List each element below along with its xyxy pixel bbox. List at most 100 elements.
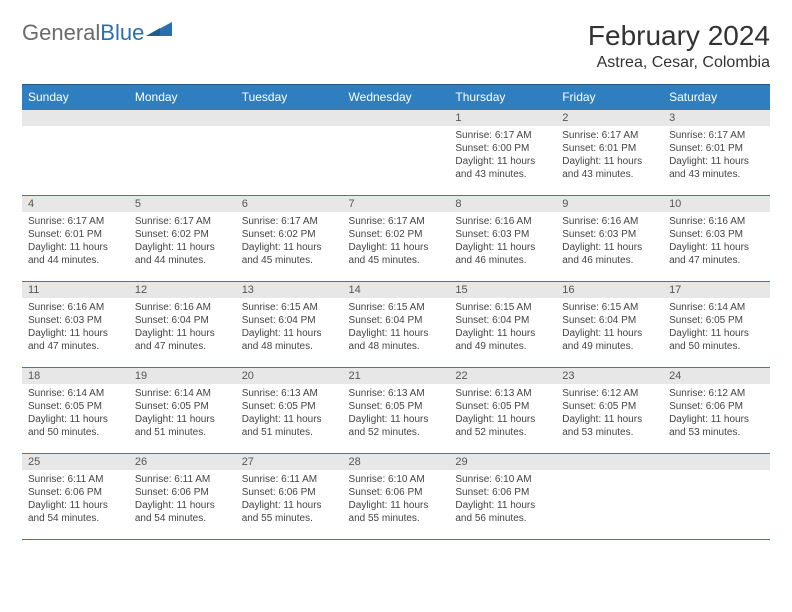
empty-day-bar [22,110,129,126]
day-number: 13 [236,282,343,298]
day-number: 29 [449,454,556,470]
sunrise-text: Sunrise: 6:11 AM [28,473,123,486]
page-subtitle: Astrea, Cesar, Colombia [588,54,770,72]
sunset-text: Sunset: 6:05 PM [562,400,657,413]
day-details: Sunrise: 6:16 AMSunset: 6:03 PMDaylight:… [556,212,663,271]
sunrise-text: Sunrise: 6:17 AM [669,129,764,142]
day-details: Sunrise: 6:16 AMSunset: 6:04 PMDaylight:… [129,298,236,357]
calendar-day-cell [343,110,450,196]
sunrise-text: Sunrise: 6:15 AM [562,301,657,314]
sunset-text: Sunset: 6:06 PM [455,486,550,499]
sunrise-text: Sunrise: 6:10 AM [349,473,444,486]
calendar-table: Sunday Monday Tuesday Wednesday Thursday… [22,84,770,540]
calendar-day-cell: 25Sunrise: 6:11 AMSunset: 6:06 PMDayligh… [22,454,129,540]
daylight-text: Daylight: 11 hours and 53 minutes. [562,413,657,439]
day-details: Sunrise: 6:17 AMSunset: 6:01 PMDaylight:… [663,126,770,185]
daylight-text: Daylight: 11 hours and 44 minutes. [135,241,230,267]
daylight-text: Daylight: 11 hours and 51 minutes. [135,413,230,439]
day-number: 4 [22,196,129,212]
sunset-text: Sunset: 6:01 PM [28,228,123,241]
daylight-text: Daylight: 11 hours and 48 minutes. [349,327,444,353]
daylight-text: Daylight: 11 hours and 47 minutes. [135,327,230,353]
sunrise-text: Sunrise: 6:10 AM [455,473,550,486]
day-details: Sunrise: 6:17 AMSunset: 6:02 PMDaylight:… [343,212,450,271]
day-header: Thursday [449,85,556,110]
sunset-text: Sunset: 6:03 PM [669,228,764,241]
day-number: 18 [22,368,129,384]
calendar-day-cell: 26Sunrise: 6:11 AMSunset: 6:06 PMDayligh… [129,454,236,540]
day-details: Sunrise: 6:17 AMSunset: 6:02 PMDaylight:… [236,212,343,271]
sunrise-text: Sunrise: 6:17 AM [242,215,337,228]
sunset-text: Sunset: 6:02 PM [349,228,444,241]
day-number: 6 [236,196,343,212]
day-number: 25 [22,454,129,470]
day-details: Sunrise: 6:17 AMSunset: 6:01 PMDaylight:… [556,126,663,185]
day-details: Sunrise: 6:10 AMSunset: 6:06 PMDaylight:… [449,470,556,529]
sunrise-text: Sunrise: 6:15 AM [455,301,550,314]
day-details: Sunrise: 6:11 AMSunset: 6:06 PMDaylight:… [129,470,236,529]
day-details: Sunrise: 6:14 AMSunset: 6:05 PMDaylight:… [129,384,236,443]
daylight-text: Daylight: 11 hours and 53 minutes. [669,413,764,439]
day-number: 14 [343,282,450,298]
day-details: Sunrise: 6:13 AMSunset: 6:05 PMDaylight:… [236,384,343,443]
daylight-text: Daylight: 11 hours and 54 minutes. [135,499,230,525]
calendar-day-cell: 14Sunrise: 6:15 AMSunset: 6:04 PMDayligh… [343,282,450,368]
sunrise-text: Sunrise: 6:11 AM [242,473,337,486]
sunset-text: Sunset: 6:01 PM [562,142,657,155]
brand-logo: GeneralBlue [22,20,172,46]
brand-name-part1: General [22,20,100,46]
sunset-text: Sunset: 6:05 PM [135,400,230,413]
day-number: 16 [556,282,663,298]
calendar-day-cell: 27Sunrise: 6:11 AMSunset: 6:06 PMDayligh… [236,454,343,540]
daylight-text: Daylight: 11 hours and 43 minutes. [562,155,657,181]
day-number: 12 [129,282,236,298]
daylight-text: Daylight: 11 hours and 52 minutes. [455,413,550,439]
page-title: February 2024 [588,20,770,52]
day-details: Sunrise: 6:17 AMSunset: 6:01 PMDaylight:… [22,212,129,271]
calendar-day-cell: 4Sunrise: 6:17 AMSunset: 6:01 PMDaylight… [22,196,129,282]
day-number: 7 [343,196,450,212]
sunrise-text: Sunrise: 6:14 AM [135,387,230,400]
sunset-text: Sunset: 6:04 PM [135,314,230,327]
title-block: February 2024 Astrea, Cesar, Colombia [588,20,770,72]
sunset-text: Sunset: 6:05 PM [28,400,123,413]
empty-day-bar [343,110,450,126]
sunset-text: Sunset: 6:04 PM [455,314,550,327]
calendar-day-cell: 15Sunrise: 6:15 AMSunset: 6:04 PMDayligh… [449,282,556,368]
empty-day-bar [663,454,770,470]
sunrise-text: Sunrise: 6:16 AM [28,301,123,314]
calendar-week-row: 18Sunrise: 6:14 AMSunset: 6:05 PMDayligh… [22,368,770,454]
calendar-day-cell: 17Sunrise: 6:14 AMSunset: 6:05 PMDayligh… [663,282,770,368]
calendar-day-cell: 28Sunrise: 6:10 AMSunset: 6:06 PMDayligh… [343,454,450,540]
brand-name-part2: Blue [100,20,144,46]
sunset-text: Sunset: 6:06 PM [669,400,764,413]
day-header: Tuesday [236,85,343,110]
daylight-text: Daylight: 11 hours and 50 minutes. [669,327,764,353]
calendar-day-cell: 18Sunrise: 6:14 AMSunset: 6:05 PMDayligh… [22,368,129,454]
sunset-text: Sunset: 6:03 PM [562,228,657,241]
calendar-week-row: 25Sunrise: 6:11 AMSunset: 6:06 PMDayligh… [22,454,770,540]
calendar-day-cell: 5Sunrise: 6:17 AMSunset: 6:02 PMDaylight… [129,196,236,282]
sunset-text: Sunset: 6:02 PM [242,228,337,241]
day-number: 2 [556,110,663,126]
calendar-day-cell: 6Sunrise: 6:17 AMSunset: 6:02 PMDaylight… [236,196,343,282]
sunset-text: Sunset: 6:06 PM [135,486,230,499]
day-details: Sunrise: 6:17 AMSunset: 6:00 PMDaylight:… [449,126,556,185]
page-header: GeneralBlue February 2024 Astrea, Cesar,… [22,20,770,72]
daylight-text: Daylight: 11 hours and 45 minutes. [242,241,337,267]
sunset-text: Sunset: 6:00 PM [455,142,550,155]
calendar-day-cell: 7Sunrise: 6:17 AMSunset: 6:02 PMDaylight… [343,196,450,282]
empty-day-bar [129,110,236,126]
calendar-day-cell: 9Sunrise: 6:16 AMSunset: 6:03 PMDaylight… [556,196,663,282]
daylight-text: Daylight: 11 hours and 43 minutes. [455,155,550,181]
sunset-text: Sunset: 6:05 PM [349,400,444,413]
sunset-text: Sunset: 6:01 PM [669,142,764,155]
calendar-day-cell: 20Sunrise: 6:13 AMSunset: 6:05 PMDayligh… [236,368,343,454]
sunset-text: Sunset: 6:03 PM [28,314,123,327]
day-details: Sunrise: 6:15 AMSunset: 6:04 PMDaylight:… [343,298,450,357]
calendar-day-cell [236,110,343,196]
day-details: Sunrise: 6:13 AMSunset: 6:05 PMDaylight:… [343,384,450,443]
day-header: Wednesday [343,85,450,110]
daylight-text: Daylight: 11 hours and 47 minutes. [669,241,764,267]
daylight-text: Daylight: 11 hours and 48 minutes. [242,327,337,353]
